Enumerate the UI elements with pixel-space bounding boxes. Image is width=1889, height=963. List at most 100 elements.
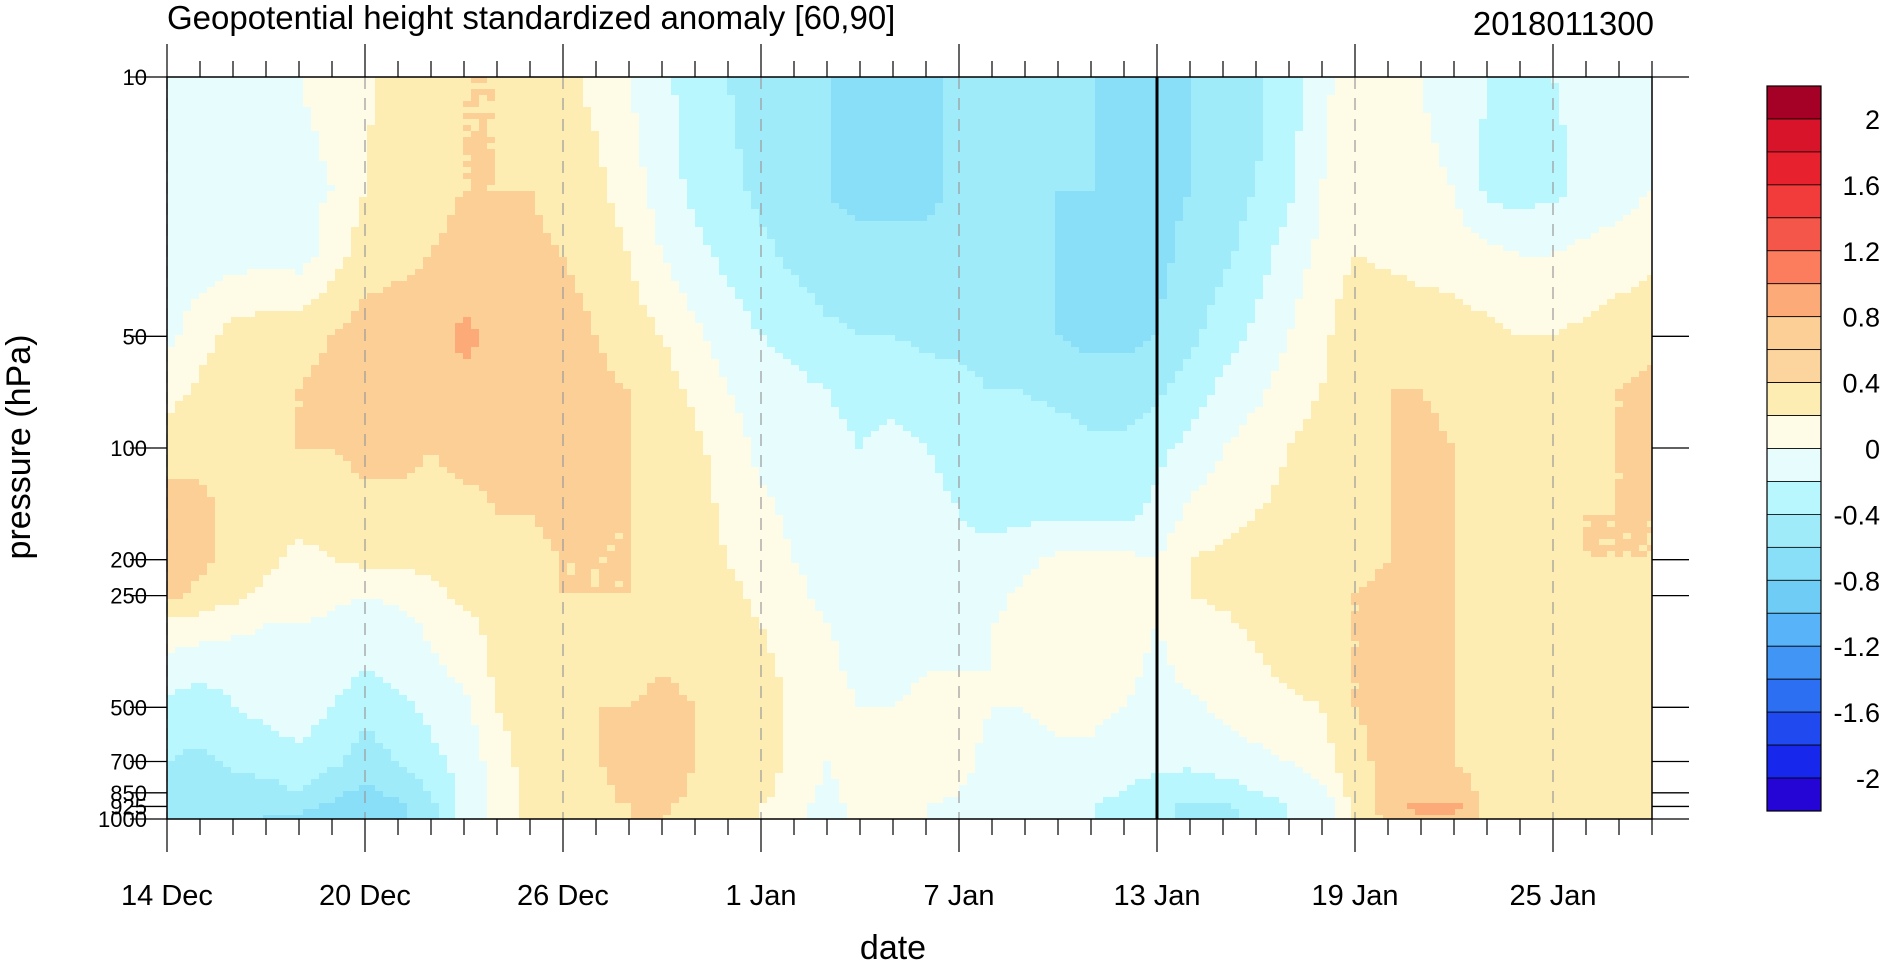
contour-cell: [471, 365, 480, 372]
contour-cell: [391, 305, 400, 312]
contour-cell: [343, 785, 352, 792]
contour-cell: [415, 377, 424, 384]
contour-cell: [207, 191, 216, 198]
contour-cell: [231, 161, 240, 168]
contour-cell: [359, 677, 368, 684]
contour-cell: [431, 683, 440, 690]
contour-cell: [351, 389, 360, 396]
contour-cell: [319, 227, 328, 234]
contour-cell: [479, 599, 488, 606]
contour-cell: [399, 263, 408, 270]
contour-cell: [367, 365, 376, 372]
contour-cell: [479, 737, 488, 744]
contour-cell: [167, 443, 176, 450]
contour-cell: [167, 257, 176, 264]
contour-cell: [167, 197, 176, 204]
contour-cell: [431, 689, 440, 696]
contour-cell: [207, 389, 216, 396]
contour-cell: [463, 653, 472, 660]
contour-cell: [287, 791, 296, 798]
contour-cell: [279, 755, 288, 762]
contour-cell: [279, 221, 288, 228]
contour-cell: [415, 473, 424, 480]
contour-cell: [271, 137, 280, 144]
contour-cell: [311, 563, 320, 570]
contour-cell: [223, 311, 232, 318]
contour-cell: [319, 89, 328, 96]
contour-cell: [343, 143, 352, 150]
contour-cell: [239, 233, 248, 240]
contour-cell: [327, 587, 336, 594]
contour-cell: [455, 515, 464, 522]
contour-cell: [199, 407, 208, 414]
contour-cell: [407, 125, 416, 132]
contour-cell: [231, 665, 240, 672]
contour-cell: [247, 545, 256, 552]
contour-cell: [255, 305, 264, 312]
contour-cell: [383, 161, 392, 168]
contour-cell: [327, 245, 336, 252]
contour-cell: [183, 485, 192, 492]
contour-cell: [183, 617, 192, 624]
contour-cell: [423, 431, 432, 438]
contour-cell: [391, 653, 400, 660]
contour-cell: [375, 347, 384, 354]
contour-cell: [167, 569, 176, 576]
contour-cell: [327, 263, 336, 270]
contour-cell: [431, 797, 440, 804]
contour-cell: [351, 545, 360, 552]
contour-cell: [311, 305, 320, 312]
contour-cell: [295, 791, 304, 798]
contour-cell: [471, 689, 480, 696]
contour-cell: [359, 347, 368, 354]
contour-cell: [303, 533, 312, 540]
contour-cell: [439, 95, 448, 102]
contour-cell: [335, 125, 344, 132]
contour-cell: [191, 215, 200, 222]
contour-cell: [407, 587, 416, 594]
contour-cell: [343, 233, 352, 240]
contour-cell: [223, 221, 232, 228]
contour-cell: [311, 503, 320, 510]
contour-cell: [279, 365, 288, 372]
contour-cell: [287, 119, 296, 126]
contour-cell: [303, 665, 312, 672]
contour-cell: [479, 431, 488, 438]
contour-cell: [391, 383, 400, 390]
contour-cell: [327, 431, 336, 438]
contour-cell: [263, 83, 272, 90]
contour-cell: [303, 791, 312, 798]
contour-cell: [183, 83, 192, 90]
contour-cell: [223, 617, 232, 624]
contour-cell: [247, 809, 256, 816]
contour-cell: [191, 281, 200, 288]
contour-cell: [399, 485, 408, 492]
contour-cell: [247, 617, 256, 624]
contour-cell: [311, 77, 320, 84]
contour-cell: [271, 113, 280, 120]
contour-cell: [191, 713, 200, 720]
contour-cell: [183, 575, 192, 582]
contour-cell: [175, 563, 184, 570]
contour-cell: [311, 725, 320, 732]
contour-cell: [199, 605, 208, 612]
contour-cell: [255, 83, 264, 90]
contour-cell: [447, 611, 456, 618]
contour-cell: [351, 101, 360, 108]
contour-cell: [327, 401, 336, 408]
contour-cell: [199, 215, 208, 222]
contour-cell: [175, 593, 184, 600]
contour-cell: [407, 95, 416, 102]
contour-cell: [327, 419, 336, 426]
contour-cell: [455, 539, 464, 546]
contour-cell: [215, 77, 224, 84]
contour-cell: [239, 251, 248, 258]
contour-cell: [207, 617, 216, 624]
contour-cell: [479, 503, 488, 510]
contour-cell: [415, 539, 424, 546]
contour-cell: [175, 437, 184, 444]
contour-cell: [327, 557, 336, 564]
contour-cell: [407, 503, 416, 510]
contour-cell: [375, 179, 384, 186]
contour-cell: [231, 95, 240, 102]
